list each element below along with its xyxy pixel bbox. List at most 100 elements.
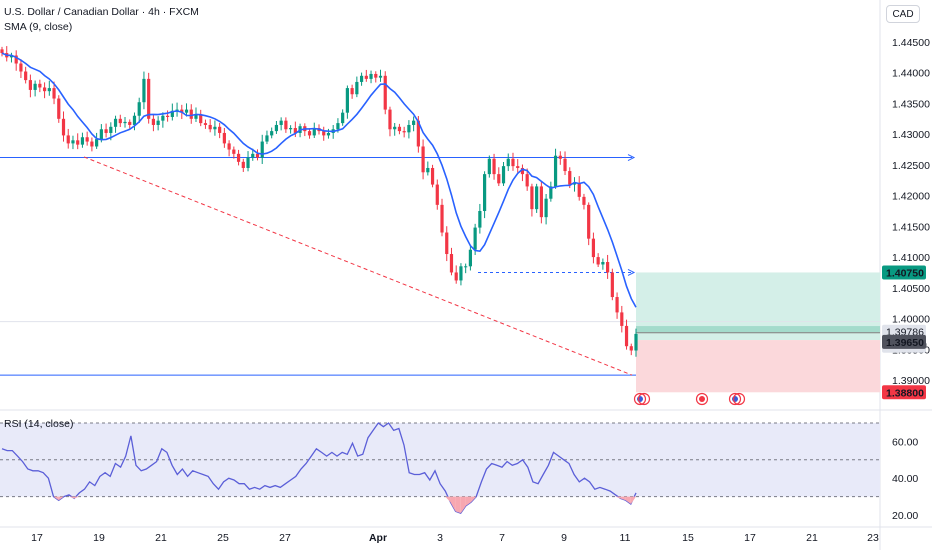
candle <box>606 254 610 279</box>
candle <box>232 146 236 159</box>
candle-body <box>24 71 28 81</box>
candle <box>572 177 577 192</box>
candle <box>104 123 108 138</box>
candle-body <box>535 186 539 210</box>
candle-body <box>445 232 449 255</box>
candle <box>440 198 444 237</box>
candle <box>71 135 75 150</box>
candle-body <box>61 118 66 136</box>
candle-body <box>487 158 491 175</box>
candle-body <box>402 131 406 133</box>
candle-body <box>601 262 605 265</box>
rsi-tick-label: 40.00 <box>892 473 918 485</box>
candle-body <box>530 186 534 210</box>
candle <box>24 66 28 84</box>
candle <box>397 123 402 135</box>
price-tick-label: 1.43500 <box>892 98 930 110</box>
rsi-oversold-fill <box>471 496 477 503</box>
candle <box>350 84 354 99</box>
candle-body <box>232 149 236 154</box>
candle <box>80 132 85 148</box>
time-tick-label: 7 <box>499 532 505 544</box>
candle <box>412 116 416 132</box>
candle <box>402 126 406 138</box>
candle <box>426 161 430 176</box>
candle <box>620 305 624 333</box>
candle-body <box>426 167 430 173</box>
candle-body <box>449 254 454 273</box>
rsi-indicator-label[interactable]: RSI (14, close) <box>4 418 74 430</box>
candle-body <box>147 78 151 119</box>
candle-body <box>33 83 37 90</box>
candle-body <box>620 312 624 326</box>
candle <box>47 80 51 96</box>
candle <box>246 151 250 172</box>
candle-body <box>255 153 260 158</box>
candle <box>421 139 425 180</box>
candle <box>189 104 193 124</box>
candle <box>284 117 288 133</box>
price-tick-label: 1.40000 <box>892 314 930 326</box>
candle <box>184 103 189 117</box>
candle-body <box>208 124 212 130</box>
candle-body <box>42 87 47 92</box>
candle-body <box>76 140 80 145</box>
candle <box>388 106 392 137</box>
candle <box>525 168 529 191</box>
candle <box>128 119 132 129</box>
candle <box>558 151 562 165</box>
candle <box>629 343 633 356</box>
candle <box>355 76 359 98</box>
candle <box>312 122 316 139</box>
candle-body <box>265 135 269 142</box>
candle-body <box>90 141 94 147</box>
time-tick-label: 21 <box>806 532 818 544</box>
candle <box>9 52 14 63</box>
candle-body <box>307 131 312 136</box>
candle-body <box>629 346 633 351</box>
candle <box>76 133 80 150</box>
time-tick-label: 21 <box>155 532 167 544</box>
candle <box>464 263 468 274</box>
candle <box>449 247 454 276</box>
rsi-oversold-fill <box>53 496 59 501</box>
candle <box>445 226 449 262</box>
candle-body <box>57 98 61 119</box>
candle-body <box>203 123 208 125</box>
candle-body <box>189 109 193 119</box>
canada-flag-icon-dot <box>699 396 705 402</box>
candle-body <box>66 135 70 144</box>
currency-button[interactable]: CAD <box>886 5 920 23</box>
candle-body <box>142 78 146 103</box>
candle-body <box>260 141 264 158</box>
candle <box>123 116 127 128</box>
candle-body <box>591 238 596 258</box>
rsi-oversold-fill <box>615 496 621 499</box>
candle-body <box>520 167 525 175</box>
candle <box>156 116 160 131</box>
candle <box>260 134 264 164</box>
candle-body <box>19 63 23 72</box>
candle <box>113 115 118 133</box>
candle-body <box>587 204 591 239</box>
candle-body <box>341 112 345 124</box>
price-tick-label: 1.41500 <box>892 221 930 233</box>
candle-body <box>38 83 42 88</box>
candle <box>118 114 122 127</box>
candle-body <box>194 114 198 119</box>
candle <box>255 149 260 161</box>
candle <box>132 112 137 131</box>
candle-body <box>596 257 600 265</box>
candle <box>468 244 473 271</box>
candle <box>66 128 70 149</box>
sma-indicator-label[interactable]: SMA (9, close) <box>4 21 73 33</box>
candle <box>274 120 279 134</box>
candle-body <box>336 123 340 130</box>
candle <box>165 110 170 122</box>
time-tick-label: 3 <box>437 532 443 544</box>
candle <box>293 121 297 138</box>
candle <box>341 109 345 126</box>
candle <box>322 126 326 141</box>
us-flag-icon <box>728 392 746 406</box>
